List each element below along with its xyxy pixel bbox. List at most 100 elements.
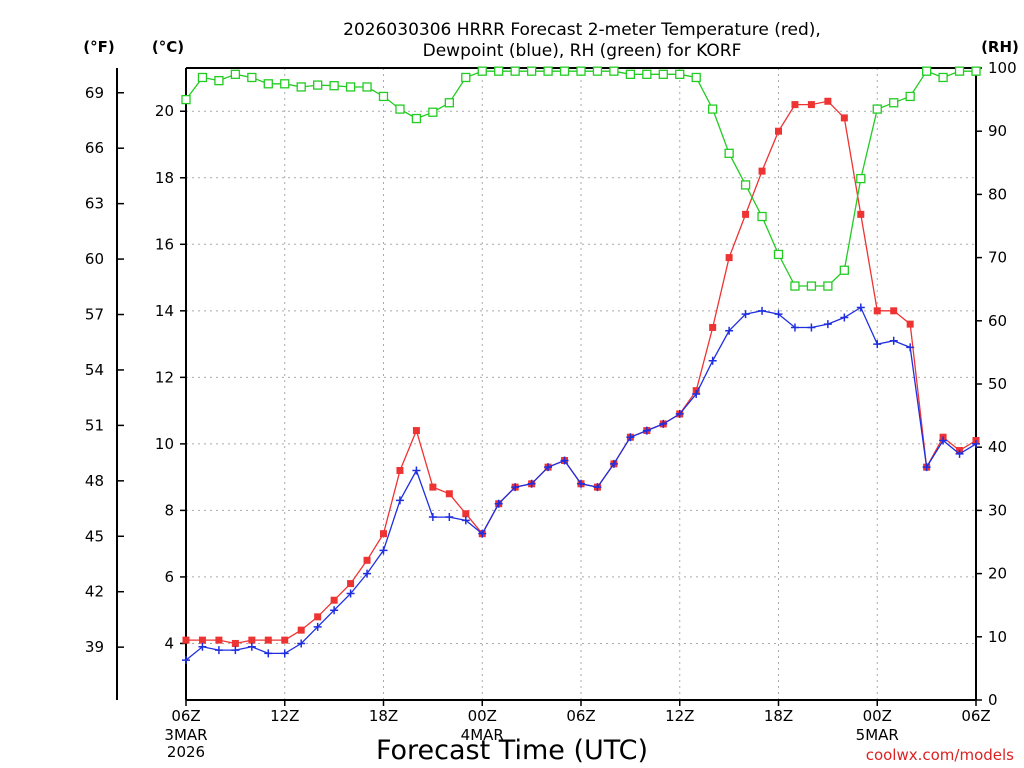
rh-point (230, 69, 241, 79)
rh-point (214, 75, 224, 86)
series (181, 66, 981, 665)
rh-point (724, 148, 734, 158)
celsius-tick-label: 20 (155, 102, 174, 120)
rh-point (642, 69, 652, 79)
rh-point (263, 79, 273, 89)
dewpoint-point (214, 646, 223, 655)
rh-point (675, 69, 685, 79)
fahrenheit-tick-label: 63 (85, 195, 104, 213)
dewpoint-point (461, 516, 470, 525)
dewpoint-point (955, 449, 964, 458)
date-label: 3MAR (164, 726, 207, 744)
x-axis-label: Forecast Time (UTC) (376, 735, 648, 766)
date-label: 4MAR (461, 726, 504, 744)
rh-point (658, 69, 668, 79)
temperature-point (445, 490, 453, 498)
dewpoint-point (840, 313, 849, 322)
temperature-point (429, 483, 437, 491)
rh-tick-label: 80 (988, 185, 1007, 203)
grid (186, 68, 976, 700)
dewpoint-point (379, 546, 388, 555)
dewpoint-point (297, 639, 306, 648)
x-tick-label: 18Z (369, 707, 398, 725)
dewpoint-point (873, 340, 882, 349)
x-tick-label: 06Z (566, 707, 595, 725)
celsius-tick-label: 10 (155, 435, 174, 453)
date-label: 2026 (167, 743, 205, 761)
rh-point (345, 82, 356, 92)
temperature-point (412, 427, 420, 435)
dewpoint-point (675, 409, 684, 418)
celsius-tick-label: 6 (164, 568, 174, 586)
rh-point (625, 69, 636, 79)
dewpoint-point (972, 439, 980, 448)
dewpoint-point (906, 343, 915, 352)
dewpoint-point (807, 323, 816, 332)
rh-tick-label: 100 (988, 59, 1017, 77)
temperature-point (791, 101, 799, 109)
x-tick-label: 06Z (961, 707, 990, 725)
fahrenheit-tick-label: 54 (85, 361, 104, 379)
dewpoint-point (774, 310, 783, 319)
temperature-point (807, 101, 815, 109)
rh-point (823, 281, 833, 291)
dewpoint-point (445, 513, 454, 522)
dewpoint-point (939, 436, 948, 445)
dewpoint-point (741, 310, 750, 319)
fahrenheit-unit-label: (°F) (83, 38, 114, 56)
rh-point (938, 72, 948, 83)
temperature-point (182, 636, 190, 644)
rh-tick-label: 90 (988, 122, 1007, 140)
rh-tick-label: 20 (988, 565, 1007, 583)
rh-point (197, 72, 208, 83)
dewpoint-point (527, 479, 536, 488)
celsius-tick-label: 8 (164, 501, 174, 519)
credit-text: coolwx.com/models (866, 746, 1014, 764)
chart-title-line1: 2026030306 HRRR Forecast 2-meter Tempera… (343, 20, 821, 40)
rh-point (740, 180, 751, 190)
dewpoint-point (790, 323, 799, 332)
temperature-point (396, 466, 404, 474)
dewpoint-point (544, 463, 553, 472)
rh-point (280, 79, 290, 89)
temperature-point (248, 636, 256, 644)
dewpoint-point (412, 466, 421, 475)
rh-point (971, 66, 981, 76)
dewpoint-point (889, 336, 898, 345)
celsius-unit-label: (°C) (152, 38, 184, 56)
rh-point (806, 281, 817, 291)
rh-tick-label: 60 (988, 312, 1007, 330)
rh-point (543, 66, 553, 76)
rh-unit-label: (RH) (981, 38, 1019, 56)
rh-point (526, 66, 537, 76)
rh-point (609, 66, 619, 76)
celsius-tick-label: 4 (164, 634, 174, 652)
temperature-point (742, 210, 750, 218)
dewpoint-point (395, 496, 404, 505)
dewpoint-point (182, 656, 190, 665)
dewpoint-point (593, 483, 602, 492)
rh-tick-label: 10 (988, 628, 1007, 646)
fahrenheit-tick-label: 66 (85, 139, 104, 157)
temperature-point (462, 510, 470, 518)
dewpoint-point (428, 513, 437, 522)
rh-tick-label: 40 (988, 438, 1007, 456)
dewpoint-point (577, 479, 585, 488)
dewpoint-point (478, 529, 487, 538)
rh-point (395, 104, 405, 114)
temperature-point (775, 127, 782, 135)
temperature-point (824, 97, 832, 105)
rh-point (247, 72, 257, 83)
rh-tick-label: 50 (988, 375, 1007, 393)
rh-point (477, 66, 487, 76)
dewpoint-point (346, 589, 355, 598)
rh-tick-label: 0 (988, 691, 998, 709)
x-tick-label: 12Z (270, 707, 299, 725)
fahrenheit-tick-label: 42 (85, 583, 104, 601)
dewpoint-point (511, 483, 520, 492)
rh-point (691, 72, 701, 83)
celsius-tick-label: 14 (155, 302, 174, 320)
rh-point (954, 66, 965, 76)
temperature-point (264, 636, 272, 644)
dewpoint-point (823, 320, 832, 329)
